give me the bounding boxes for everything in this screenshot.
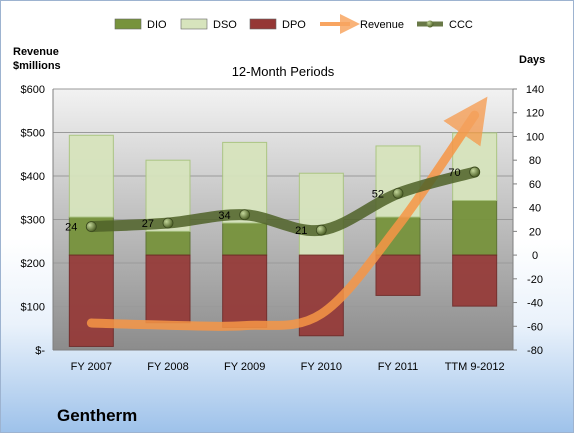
x-tick-label: FY 2007 [71, 361, 112, 373]
left-tick-label: $200 [21, 258, 45, 270]
lines: 24 27 34 21 52 70 [65, 96, 488, 331]
left-tick-label: $500 [21, 128, 45, 140]
right-tick-label: 0 [532, 250, 538, 262]
ccc-point [392, 187, 404, 199]
bar-dpo [375, 254, 421, 296]
ccc-data-label: 27 [142, 218, 154, 230]
chart-title: 12-Month Periods [232, 64, 335, 79]
right-tick-label: 100 [526, 131, 544, 143]
ccc-point [239, 209, 251, 221]
bar-dpo [452, 254, 498, 307]
left-axis-label-line2: $millions [13, 60, 61, 72]
bar-dpo [145, 254, 191, 324]
right-tick-label: 40 [529, 203, 541, 215]
right-tick-label: 20 [529, 226, 541, 238]
revenue-line [86, 96, 488, 331]
ccc-data-label: 24 [65, 222, 77, 234]
ccc-data-label: 21 [295, 225, 307, 237]
bar-dpo [68, 254, 114, 347]
right-tick-label: 60 [529, 179, 541, 191]
left-tick-label: $- [35, 345, 45, 357]
legend: DIO DSO DPO Revenue CCC [114, 14, 473, 34]
ccc-data-label: 34 [218, 210, 230, 222]
right-tick-label: 140 [526, 84, 544, 96]
left-axis-label-line1: Revenue [13, 46, 59, 58]
right-tick-label: -20 [527, 274, 543, 286]
bar-dio [145, 230, 191, 256]
x-tick-label: FY 2008 [147, 361, 188, 373]
left-tick-label: $400 [21, 171, 45, 183]
bar-dpo [222, 254, 268, 328]
legend-swatch-dio [114, 18, 142, 30]
bar-dio [222, 222, 268, 256]
legend-label-dso: DSO [213, 19, 237, 31]
ccc-point [85, 221, 97, 233]
x-tick-label: FY 2010 [301, 361, 342, 373]
bar-dso [68, 134, 114, 218]
company-name: Gentherm [57, 406, 138, 425]
right-tick-label: -60 [527, 321, 543, 333]
right-tick-label: -40 [527, 298, 543, 310]
left-tick-label: $300 [21, 215, 45, 227]
ccc-point [315, 224, 327, 236]
legend-label-dio: DIO [147, 19, 167, 31]
legend-swatch-dso [180, 18, 208, 30]
ccc-data-label: 52 [372, 188, 384, 200]
legend-swatch-dpo [249, 18, 277, 30]
bar-dso [298, 172, 344, 256]
ccc-data-label: 70 [448, 167, 460, 179]
legend-label-revenue: Revenue [360, 19, 404, 31]
right-tick-label: 80 [529, 155, 541, 167]
right-axis-label: Days [519, 54, 545, 66]
legend-label-ccc: CCC [449, 19, 473, 31]
legend-label-dpo: DPO [282, 19, 306, 31]
x-tick-label: TTM 9-2012 [445, 361, 505, 373]
legend-swatch-ccc-dot [426, 20, 434, 28]
left-tick-label: $100 [21, 302, 45, 314]
x-tick-label: FY 2011 [378, 361, 419, 373]
ccc-point [469, 166, 481, 178]
x-tick-label: FY 2009 [224, 361, 265, 373]
right-tick-label: 120 [526, 108, 544, 120]
ccc-point [162, 217, 174, 229]
left-tick-label: $600 [21, 84, 45, 96]
bar-dio [452, 200, 498, 256]
axes: $- $100 $200 $300 $400 $500 $600 -80 -60 -40 -20 0 2… [21, 84, 545, 373]
right-tick-label: -80 [527, 345, 543, 357]
